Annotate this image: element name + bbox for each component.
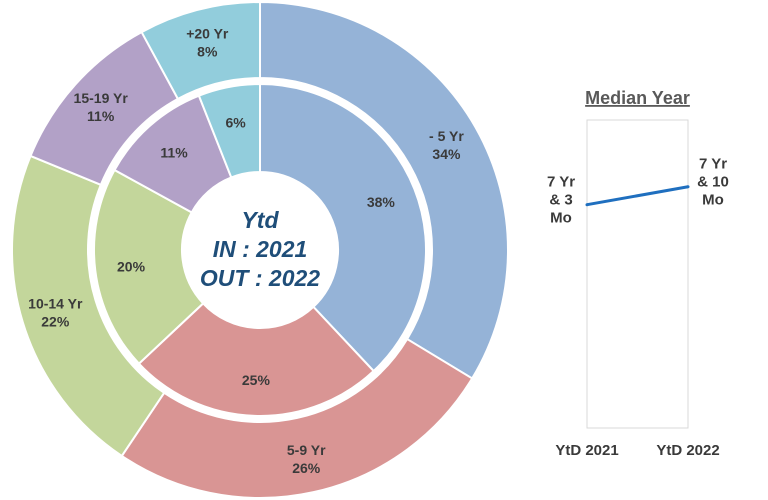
outer-ring-slice-1 (120, 337, 474, 499)
donut-center-text: Ytd IN : 2021 OUT : 2022 (200, 207, 320, 291)
outer-ring-label-1: 5-9 Yr 26% (287, 442, 326, 476)
outer-ring-label-0: - 5 Yr 34% (429, 128, 464, 162)
inner-ring-label-1: 25% (242, 372, 271, 388)
median-point-1 (686, 185, 690, 189)
inner-ring-slice-0 (259, 82, 427, 373)
inner-ring-slice-1 (137, 301, 376, 417)
plot-area (586, 119, 689, 429)
outer-ring-label-2: 10-14 Yr 22% (28, 295, 83, 329)
median-chart-title: Median Year (585, 88, 690, 108)
x-tick-1: YtD 2022 (656, 442, 719, 459)
inner-ring-label-4: 6% (226, 114, 247, 130)
outer-ring-label-3: 15-19 Yr 11% (74, 90, 129, 124)
inner-ring-label-0: 38% (367, 194, 396, 210)
median-line (586, 185, 689, 207)
inner-ring-label-2: 20% (117, 258, 146, 274)
inner-ring-slice-4 (197, 82, 261, 179)
outer-ring-label-4: +20 Yr 8% (186, 26, 229, 60)
median-label-1: 7 Yr & 10 Mo (697, 156, 729, 209)
median-label-0: 7 Yr & 3 Mo (547, 174, 575, 227)
inner-ring-label-3: 11% (160, 144, 188, 160)
outer-ring-slice-0 (259, 0, 509, 380)
median-point-0 (585, 203, 589, 207)
x-tick-0: YtD 2021 (555, 442, 618, 459)
outer-ring-slice-4 (140, 0, 261, 101)
inner-ring-slice-2 (93, 168, 205, 366)
